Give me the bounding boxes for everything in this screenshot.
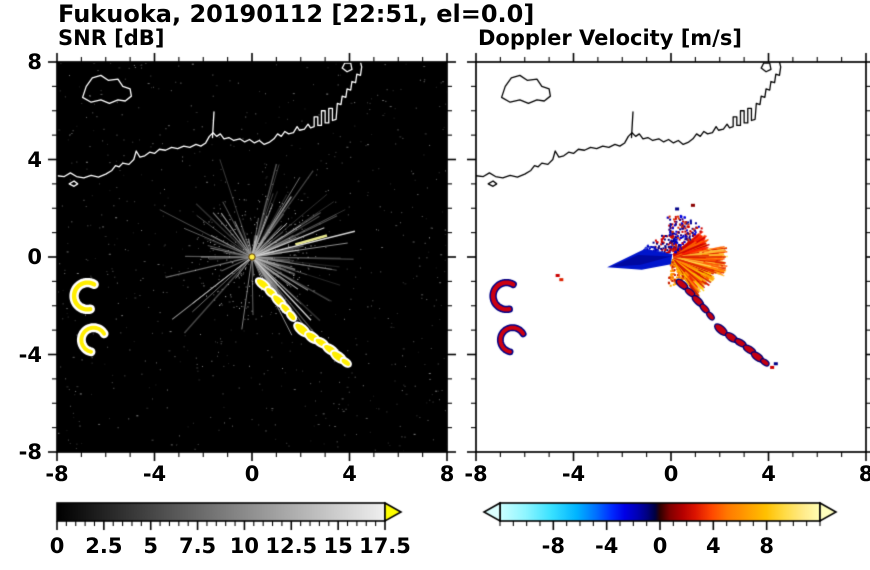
x-tick-label-doppler: 4 xyxy=(761,462,776,486)
snr-cbar-tick-label: 2.5 xyxy=(85,534,123,558)
x-tick-label-doppler: 0 xyxy=(663,462,679,486)
vel-cbar-tick-label: 0 xyxy=(652,534,668,558)
x-tick-label-snr: -4 xyxy=(142,462,167,486)
snr-cbar-tick-label: 17.5 xyxy=(359,534,411,558)
y-tick-label: 0 xyxy=(27,245,42,269)
snr-cbar-tick-label: 5 xyxy=(143,534,159,558)
vel-cbar-tick-label: 4 xyxy=(706,534,721,558)
x-tick-label-snr: -8 xyxy=(45,462,69,486)
snr-cbar-tick-label: 0 xyxy=(49,534,65,558)
doppler-panel-canvas xyxy=(462,48,870,466)
snr-cbar-tick-label: 12.5 xyxy=(265,534,318,558)
snr-cbar-tick-label: 10 xyxy=(229,534,260,558)
y-tick-label: 8 xyxy=(27,50,42,74)
x-tick-label-doppler: 8 xyxy=(858,462,870,486)
snr-cbar-tick-label: 7.5 xyxy=(178,534,217,558)
x-tick-label-doppler: -4 xyxy=(561,462,586,486)
x-tick-label-snr: 8 xyxy=(439,462,455,486)
vel-cbar-tick-label: 8 xyxy=(759,534,774,558)
x-tick-label-snr: 0 xyxy=(244,462,260,486)
y-tick-label: -4 xyxy=(18,342,42,367)
y-tick-label: 4 xyxy=(27,147,42,172)
snr-cbar-tick-label: 15 xyxy=(323,534,353,558)
panel-title-snr: SNR [dB] xyxy=(58,26,165,50)
x-tick-label-snr: 4 xyxy=(342,462,357,486)
doppler-colorbar-canvas xyxy=(458,496,870,542)
y-tick-label: -8 xyxy=(18,440,42,464)
snr-colorbar-canvas xyxy=(43,496,447,542)
figure-title: Fukuoka, 20190112 [22:51, el=0.0] xyxy=(58,0,535,28)
x-tick-label-doppler: -8 xyxy=(464,462,488,486)
vel-cbar-tick-label: -8 xyxy=(541,534,565,558)
snr-panel-canvas xyxy=(43,48,461,466)
vel-cbar-tick-label: -4 xyxy=(594,534,619,558)
panel-title-doppler: Doppler Velocity [m/s] xyxy=(478,26,742,50)
